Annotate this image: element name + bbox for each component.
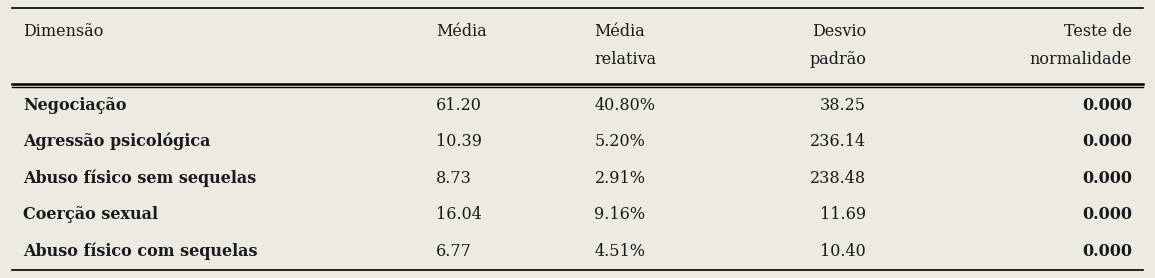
Text: 16.04: 16.04 [437,206,482,223]
Text: 238.48: 238.48 [810,170,866,187]
Text: 8.73: 8.73 [437,170,472,187]
Text: Abuso físico sem sequelas: Abuso físico sem sequelas [23,170,256,187]
Text: Abuso físico com sequelas: Abuso físico com sequelas [23,243,258,260]
Text: 6.77: 6.77 [437,243,472,260]
Text: Agressão psicológica: Agressão psicológica [23,133,210,150]
Text: Negociação: Negociação [23,96,126,113]
Text: 236.14: 236.14 [810,133,866,150]
Text: Teste de: Teste de [1064,23,1132,40]
Text: 10.39: 10.39 [437,133,482,150]
Text: 0.000: 0.000 [1082,206,1132,223]
Text: 40.80%: 40.80% [595,96,656,113]
Text: 38.25: 38.25 [820,96,866,113]
Text: 11.69: 11.69 [820,206,866,223]
Text: padrão: padrão [810,51,866,68]
Text: Desvio: Desvio [812,23,866,40]
Text: Média: Média [595,23,646,40]
Text: 0.000: 0.000 [1082,170,1132,187]
Text: 2.91%: 2.91% [595,170,646,187]
Text: 0.000: 0.000 [1082,133,1132,150]
Text: 4.51%: 4.51% [595,243,646,260]
Text: Coerção sexual: Coerção sexual [23,206,158,223]
Text: normalidade: normalidade [1030,51,1132,68]
Text: 0.000: 0.000 [1082,243,1132,260]
Text: 5.20%: 5.20% [595,133,646,150]
Text: 61.20: 61.20 [437,96,482,113]
Text: relativa: relativa [595,51,656,68]
Text: 0.000: 0.000 [1082,96,1132,113]
Text: 9.16%: 9.16% [595,206,646,223]
Text: Média: Média [437,23,486,40]
Text: 10.40: 10.40 [820,243,866,260]
Text: Dimensão: Dimensão [23,23,103,40]
